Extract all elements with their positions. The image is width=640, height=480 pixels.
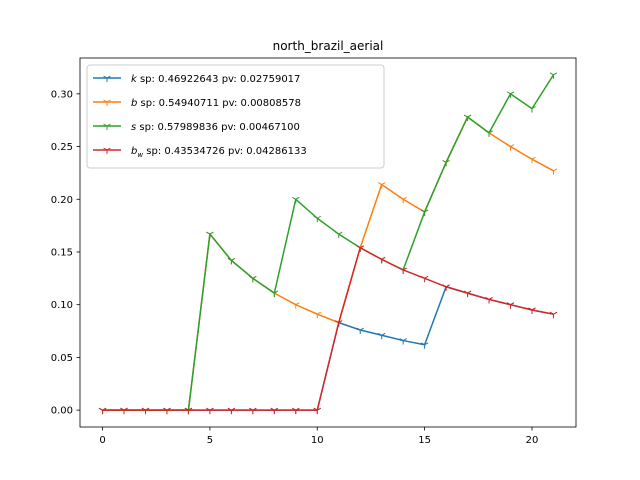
data-point [420, 342, 429, 349]
data-point [549, 72, 558, 79]
data-point [485, 296, 493, 304]
y-tick-label: 0.00 [51, 406, 73, 417]
y-tick-label: 0.05 [51, 353, 73, 364]
data-point [549, 311, 558, 319]
legend-entry: bw sp: 0.43534726 pv: 0.04286133 [93, 146, 307, 159]
legend-marker [103, 75, 111, 82]
data-point [206, 231, 214, 239]
chart-title: north_brazil_aerial [273, 39, 384, 53]
x-tick-label: 0 [99, 435, 105, 446]
data-point [377, 256, 386, 264]
data-point [442, 284, 450, 291]
data-point [485, 130, 493, 137]
data-point [292, 196, 300, 204]
series-line [102, 247, 554, 411]
legend-entry: s sp: 0.57989836 pv: 0.00467100 [93, 122, 300, 133]
data-point [420, 275, 429, 283]
data-point [463, 290, 472, 298]
legend-label: s sp: 0.57989836 pv: 0.00467100 [131, 122, 300, 133]
legend-label: b sp: 0.54940711 pv: 0.00808578 [131, 98, 301, 109]
legend-entry: k sp: 0.46922643 pv: 0.02759017 [93, 74, 300, 85]
legend-label: k sp: 0.46922643 pv: 0.02759017 [131, 74, 300, 85]
data-point [335, 320, 343, 327]
data-point [399, 196, 407, 204]
data-point [356, 245, 364, 252]
y-tick-label: 0.30 [51, 89, 73, 100]
data-point [420, 209, 429, 216]
series-4 [98, 245, 558, 415]
data-point [270, 290, 279, 298]
data-point [292, 302, 300, 309]
data-point [98, 407, 107, 415]
x-axis: 0 5 10 15 20 [99, 427, 538, 446]
data-point [356, 327, 364, 335]
x-tick-label: 20 [526, 435, 539, 446]
data-point [227, 257, 236, 265]
legend-entry: b sp: 0.54940711 pv: 0.00808578 [93, 98, 301, 109]
data-point [292, 407, 300, 415]
data-point [313, 215, 321, 223]
y-axis: 0.00 0.05 0.10 0.15 0.20 0.25 0.30 [51, 89, 80, 417]
data-point [335, 231, 343, 239]
legend-marker [103, 123, 111, 130]
y-tick-label: 0.25 [51, 142, 73, 153]
data-point [528, 106, 536, 113]
data-point [399, 267, 407, 274]
data-point [141, 407, 150, 415]
data-point [313, 407, 321, 415]
data-point [442, 159, 450, 167]
data-point [506, 144, 515, 151]
data-point [206, 407, 214, 415]
x-tick-label: 10 [311, 435, 324, 446]
data-point [227, 407, 236, 415]
y-tick-label: 0.20 [51, 195, 73, 206]
x-tick-label: 5 [207, 435, 213, 446]
y-tick-label: 0.15 [51, 247, 73, 258]
legend: k sp: 0.46922643 pv: 0.02759017 b sp: 0.5… [86, 64, 385, 169]
x-tick-label: 15 [418, 435, 431, 446]
legend-label: bw sp: 0.43534726 pv: 0.04286133 [131, 146, 307, 159]
data-point [163, 407, 171, 415]
y-tick-label: 0.10 [51, 300, 73, 311]
data-point [249, 275, 257, 283]
data-point [399, 338, 407, 345]
data-point [377, 182, 386, 189]
data-point [463, 114, 472, 122]
legend-box [86, 64, 385, 169]
data-point [528, 156, 536, 164]
data-point [528, 307, 536, 314]
data-point [184, 407, 193, 415]
data-point [506, 91, 515, 98]
series-layer [98, 72, 558, 415]
data-point [506, 302, 515, 309]
plot-area-frame [79, 57, 577, 428]
data-point [270, 407, 279, 415]
legend-marker [103, 147, 111, 154]
data-point [377, 332, 386, 340]
data-point [549, 168, 558, 175]
data-point [313, 311, 321, 319]
data-point [120, 407, 128, 415]
legend-marker [103, 99, 111, 106]
data-point [249, 407, 257, 415]
